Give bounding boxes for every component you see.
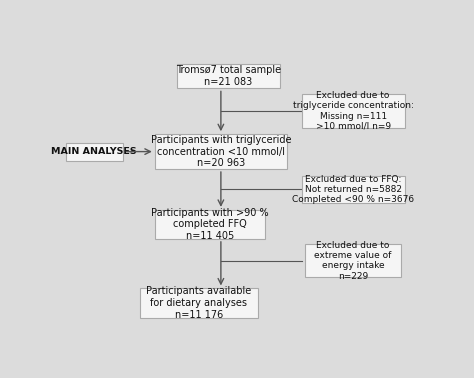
Text: Excluded due to
extreme value of
energy intake
n=229: Excluded due to extreme value of energy … <box>314 241 392 281</box>
Text: Participants with triglyceride
concentration <10 mmol/l
n=20 963: Participants with triglyceride concentra… <box>151 135 291 168</box>
Text: Tromsø7 total sample
n=21 083: Tromsø7 total sample n=21 083 <box>176 65 281 87</box>
FancyBboxPatch shape <box>301 176 405 203</box>
FancyBboxPatch shape <box>66 143 123 161</box>
FancyBboxPatch shape <box>155 134 287 169</box>
Text: Excluded due to
triglyceride concentration:
Missing n=111
>10 mmol/l n=9: Excluded due to triglyceride concentrati… <box>292 91 414 131</box>
Text: Participants available
for dietary analyses
n=11 176: Participants available for dietary analy… <box>146 287 252 319</box>
FancyBboxPatch shape <box>177 64 280 88</box>
FancyBboxPatch shape <box>301 94 405 128</box>
FancyBboxPatch shape <box>305 244 401 277</box>
Text: Participants with >90 %
completed FFQ
n=11 405: Participants with >90 % completed FFQ n=… <box>151 208 269 241</box>
Text: Excluded due to FFQ:
Not returned n=5882
Completed <90 % n=3676: Excluded due to FFQ: Not returned n=5882… <box>292 175 414 204</box>
FancyBboxPatch shape <box>155 210 265 239</box>
Text: MAIN ANALYSES: MAIN ANALYSES <box>51 147 137 156</box>
FancyBboxPatch shape <box>140 288 258 318</box>
